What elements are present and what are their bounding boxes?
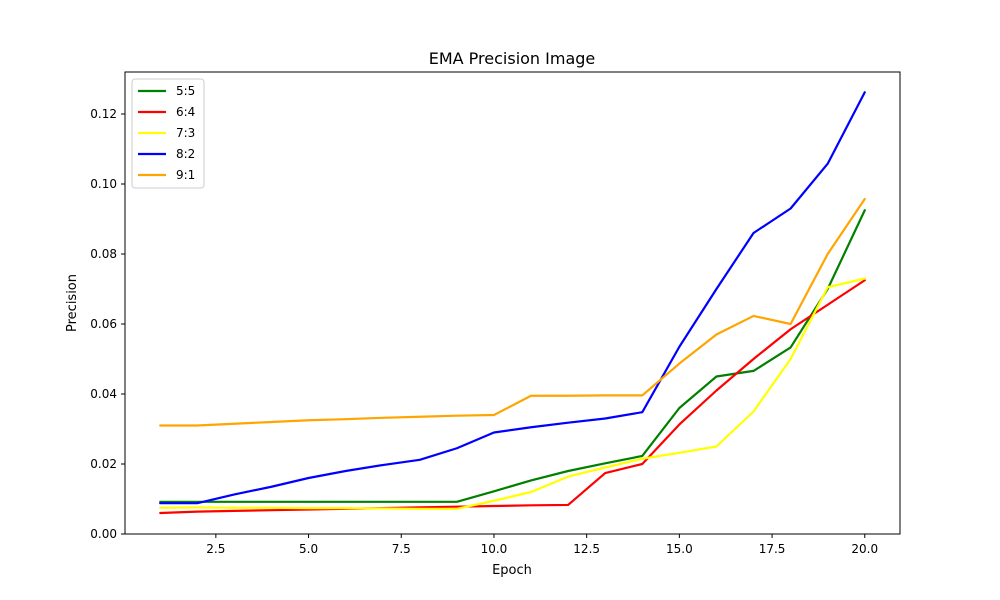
legend-label-3: 8:2 xyxy=(176,147,195,161)
x-tick-label: 17.5 xyxy=(759,542,786,556)
y-axis-label: Precision xyxy=(65,274,80,332)
series-line-3 xyxy=(159,91,866,505)
plot-area xyxy=(124,71,901,535)
legend-label-1: 6:4 xyxy=(176,105,195,119)
x-tick-label: 7.5 xyxy=(392,542,411,556)
y-tick-label: 0.06 xyxy=(90,317,117,331)
series-line-1 xyxy=(159,279,866,515)
legend-label-4: 9:1 xyxy=(176,168,195,182)
x-axis: 2.5 5.0 7.5 10.0 12.5 15.0 17.5 20.0 xyxy=(206,534,878,556)
y-axis: 0.00 0.02 0.04 0.06 0.08 0.10 0.12 xyxy=(90,107,125,541)
x-tick-label: 12.5 xyxy=(573,542,600,556)
series-line-4 xyxy=(159,197,866,427)
x-tick-label: 10.0 xyxy=(481,542,508,556)
x-tick-label: 2.5 xyxy=(206,542,225,556)
x-axis-label: Epoch xyxy=(492,563,532,578)
x-tick-label: 20.0 xyxy=(851,542,878,556)
legend-label-2: 7:3 xyxy=(176,126,195,140)
legend-label-0: 5:5 xyxy=(176,84,195,98)
legend: 5:5 6:4 7:3 8:2 9:1 xyxy=(131,78,205,189)
series-line-0 xyxy=(159,209,866,503)
plot-frame xyxy=(124,71,901,535)
y-tick-label: 0.08 xyxy=(90,247,117,261)
y-tick-label: 0.02 xyxy=(90,457,117,471)
chart-title: EMA Precision Image xyxy=(429,49,596,68)
y-tick-label: 0.04 xyxy=(90,387,117,401)
legend-box xyxy=(131,78,205,189)
x-tick-label: 5.0 xyxy=(299,542,318,556)
series-line-2 xyxy=(159,277,866,510)
y-tick-label: 0.10 xyxy=(90,177,117,191)
x-tick-label: 15.0 xyxy=(666,542,693,556)
y-tick-label: 0.00 xyxy=(90,527,117,541)
y-tick-label: 0.12 xyxy=(90,107,117,121)
